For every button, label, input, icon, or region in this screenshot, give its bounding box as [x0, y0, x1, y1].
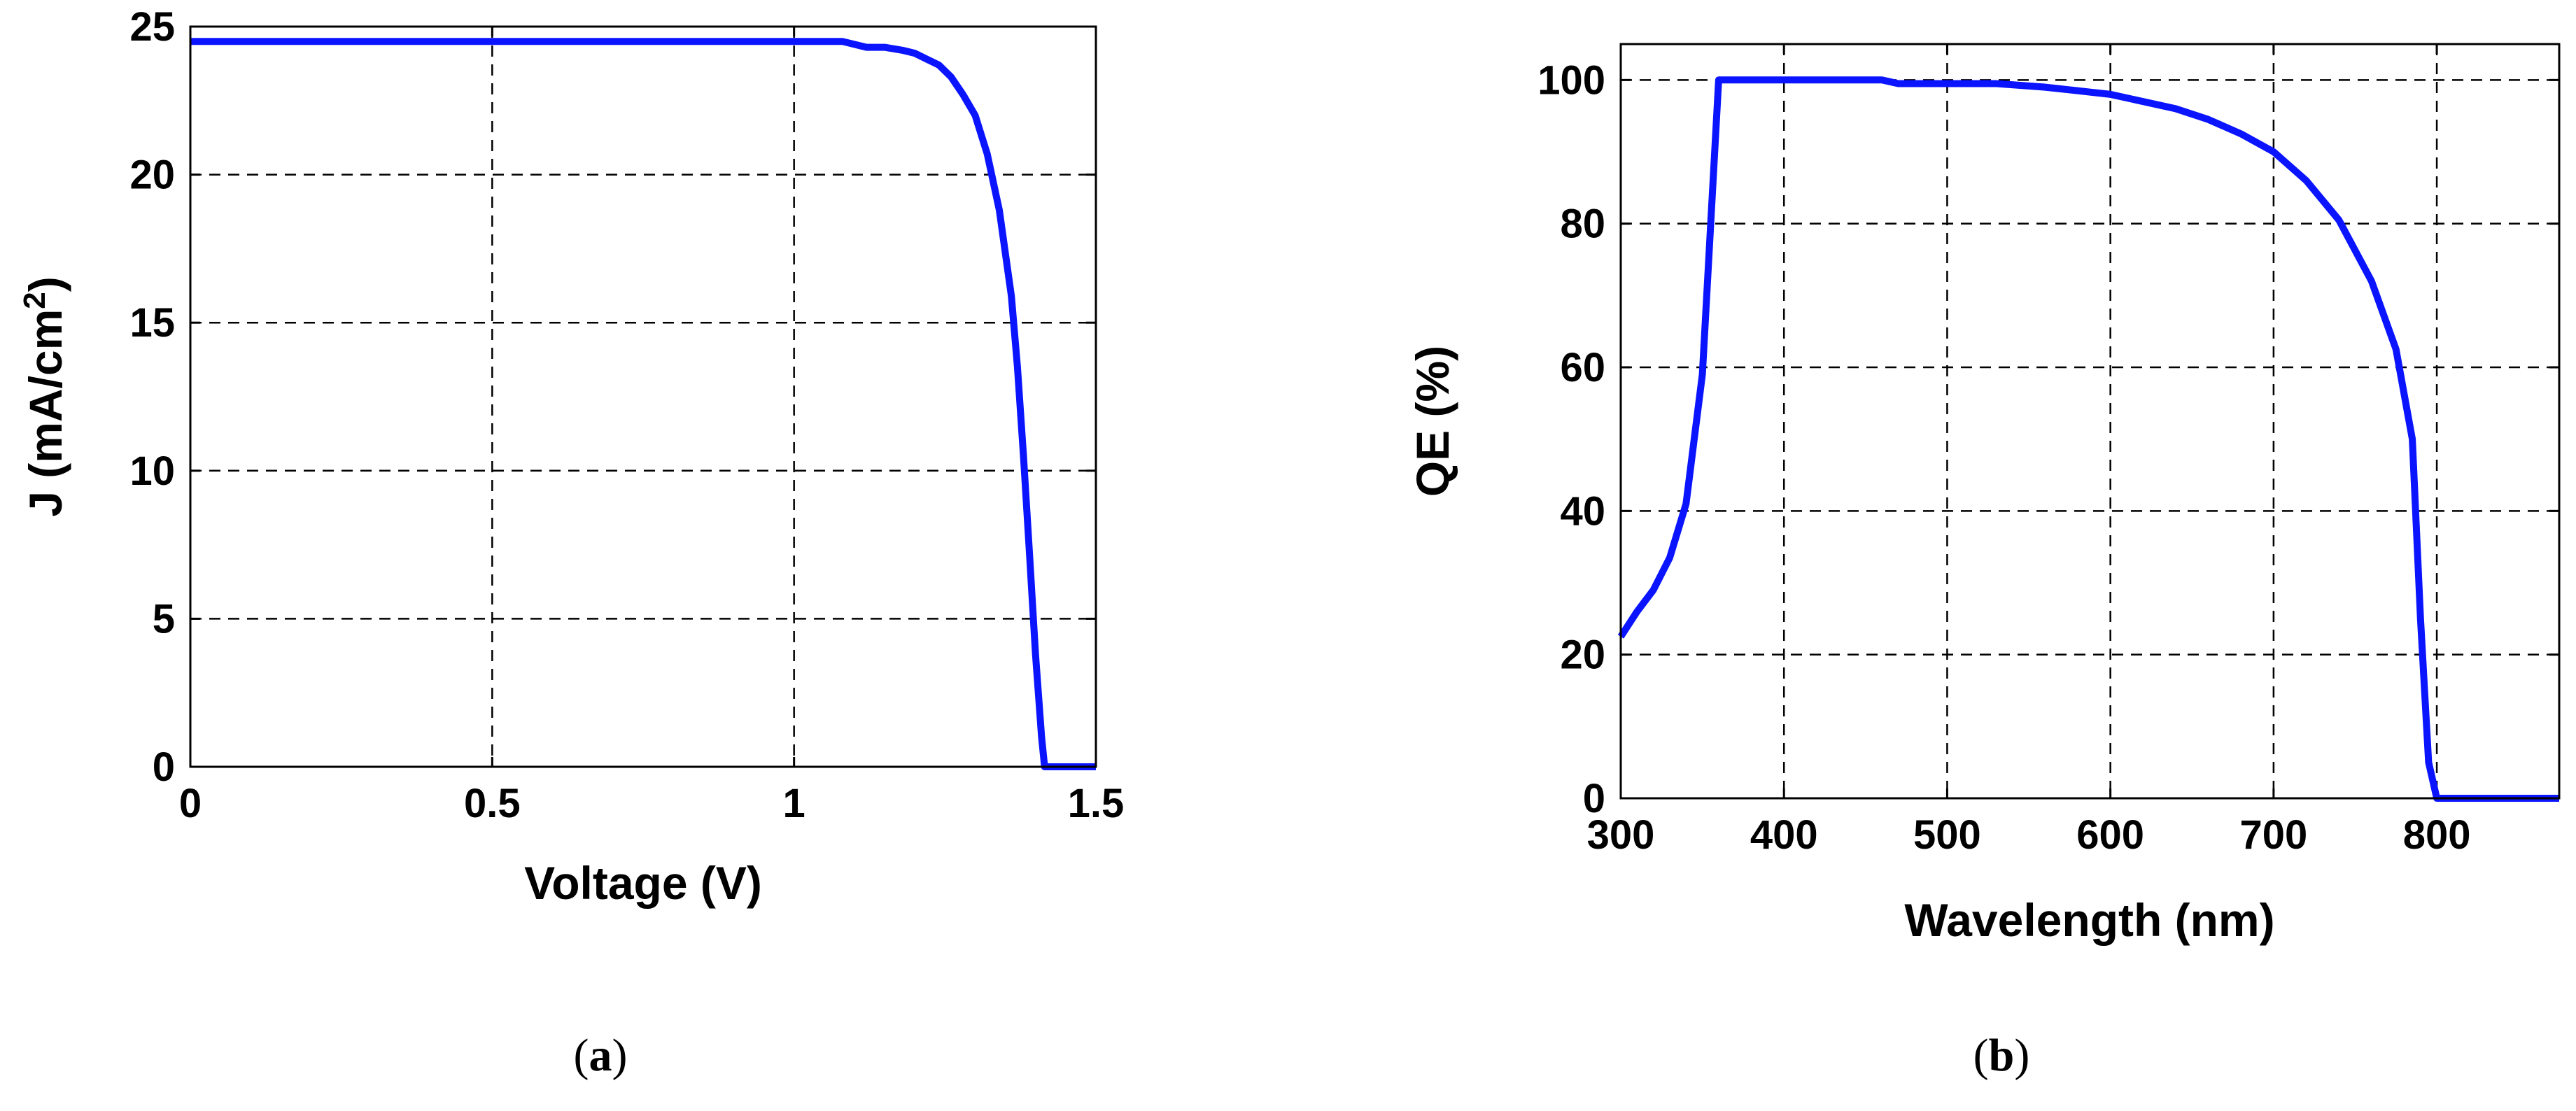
panel-a-y-axis-label-close: ): [20, 276, 71, 292]
panel-a-y-tick-label: 5: [153, 596, 175, 642]
panel-b-y-tick-label: 100: [1537, 57, 1605, 103]
panel-a-jv-curve: [190, 38, 1096, 770]
panel-b-y-tick-label: 20: [1560, 632, 1605, 678]
panel-b-x-tick-label: 500: [1913, 812, 1981, 858]
panel-b-caption-letter: b: [1989, 1030, 2015, 1081]
panel-b-y-tick-label: 60: [1560, 345, 1605, 390]
panel-a-caption-letter: a: [589, 1030, 612, 1081]
panel-b-y-axis-label: QE (%): [1407, 346, 1458, 497]
panel-b-x-tick-label: 800: [2403, 812, 2471, 858]
panel-a-y-axis-label-superscript: 2: [17, 292, 52, 309]
panel-a-x-tick-label: 0.5: [464, 781, 521, 826]
panel-b-y-tick-label: 40: [1560, 488, 1605, 534]
panel-b-x-axis-label: Wavelength (nm): [1904, 894, 2274, 946]
panel-b-tick-labels: 300 400 500 600 700 800 0 20 40 60 80 100: [1537, 57, 2470, 858]
panel-a-grid: [189, 25, 1097, 768]
panel-b-x-tick-label: 300: [1587, 812, 1655, 858]
panel-b-x-tick-label: 600: [2076, 812, 2144, 858]
panel-a-y-tick-label: 25: [129, 4, 175, 50]
panel-b-y-tick-label: 0: [1583, 776, 1605, 821]
panel-a-tick-labels: 0 0.5 1 1.5 0 5 10 15 20 25: [129, 4, 1124, 826]
panel-a: 0 0.5 1 1.5 0 5 10 15 20 25 Voltage (V) J (mA/cm2…: [17, 4, 1124, 1081]
panel-a-plot-frame: [189, 25, 1097, 768]
panel-a-y-tick-label: 15: [129, 300, 175, 346]
panel-b: 300 400 500 600 700 800 0 20 40 60 80 100 Wavelengt…: [1407, 43, 2561, 1081]
panel-a-y-axis-label-text: J (mA/cm: [20, 309, 71, 517]
panel-b-x-tick-label: 700: [2239, 812, 2307, 858]
panel-b-y-tick-label: 80: [1560, 201, 1605, 247]
panel-a-caption: (a): [574, 1030, 628, 1081]
panel-b-caption: (b): [1973, 1030, 2030, 1081]
panel-b-x-tick-label: 400: [1750, 812, 1818, 858]
panel-a-x-tick-label: 1: [783, 781, 805, 826]
panel-b-qe-curve: [1617, 76, 2559, 802]
panel-b-grid: [1619, 44, 2559, 800]
panel-a-y-tick-label: 10: [129, 448, 175, 494]
panel-a-y-tick-label: 0: [153, 744, 175, 790]
panel-a-x-axis-label: Voltage (V): [524, 857, 762, 909]
panel-b-plot-frame: [1619, 43, 2561, 800]
panel-a-y-axis-label: J (mA/cm2): [17, 276, 71, 517]
panel-a-x-tick-label: 1.5: [1068, 781, 1125, 826]
panel-a-y-tick-label: 20: [129, 153, 175, 198]
panel-a-x-tick-label: 0: [179, 781, 202, 826]
